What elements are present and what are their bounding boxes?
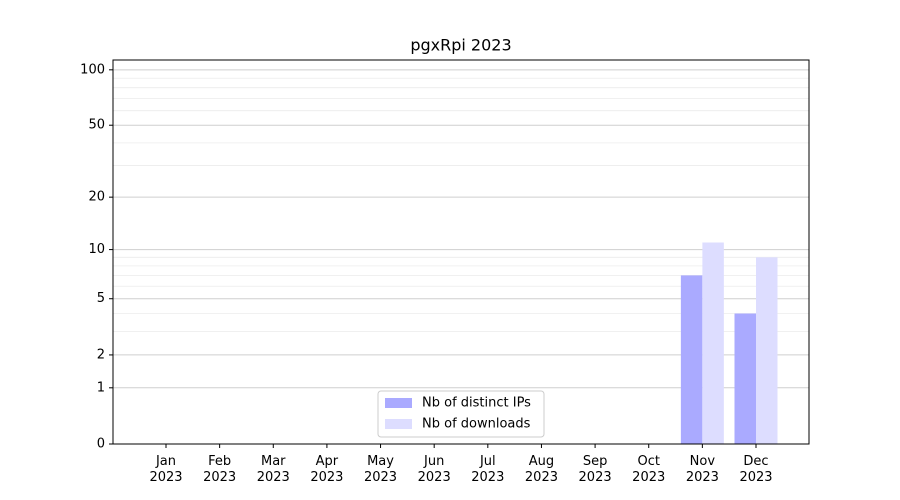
- x-tick-label: Apr 2023: [310, 454, 343, 485]
- plot-frame: [112, 59, 810, 445]
- chart-title: pgxRpi 2023: [410, 36, 511, 55]
- x-tick-label: Oct 2023: [632, 454, 665, 485]
- bar: [680, 275, 703, 444]
- x-tick-label: Jun 2023: [418, 454, 451, 485]
- y-tick-label: 1: [97, 380, 105, 395]
- legend-swatch: [385, 419, 412, 429]
- x-tick-label: Sep 2023: [579, 454, 612, 485]
- x-tick-label: Dec 2023: [739, 454, 772, 485]
- x-tick-label: May 2023: [364, 454, 397, 485]
- x-tick-label: Jul 2023: [471, 454, 504, 485]
- legend-label: Nb of downloads: [422, 417, 531, 432]
- x-tick-label: Jan 2023: [149, 454, 182, 485]
- y-tick-label: 5: [97, 291, 105, 306]
- legend-box: [377, 390, 545, 438]
- x-tick-label: Aug 2023: [525, 454, 558, 485]
- y-tick-label: 10: [88, 242, 105, 257]
- y-tick-label: 20: [88, 190, 105, 205]
- y-tick-label: 100: [80, 62, 105, 77]
- y-tick-label: 0: [97, 437, 105, 452]
- x-tick-label: Feb 2023: [203, 454, 236, 485]
- legend-label: Nb of distinct IPs: [422, 396, 531, 411]
- bar: [702, 242, 724, 444]
- x-tick-label: Nov 2023: [686, 454, 719, 485]
- bar: [756, 257, 778, 444]
- y-tick-label: 2: [97, 347, 105, 362]
- legend-swatch: [385, 398, 412, 408]
- y-tick-label: 50: [88, 118, 105, 133]
- x-tick-label: Mar 2023: [257, 454, 290, 485]
- bar: [734, 313, 756, 444]
